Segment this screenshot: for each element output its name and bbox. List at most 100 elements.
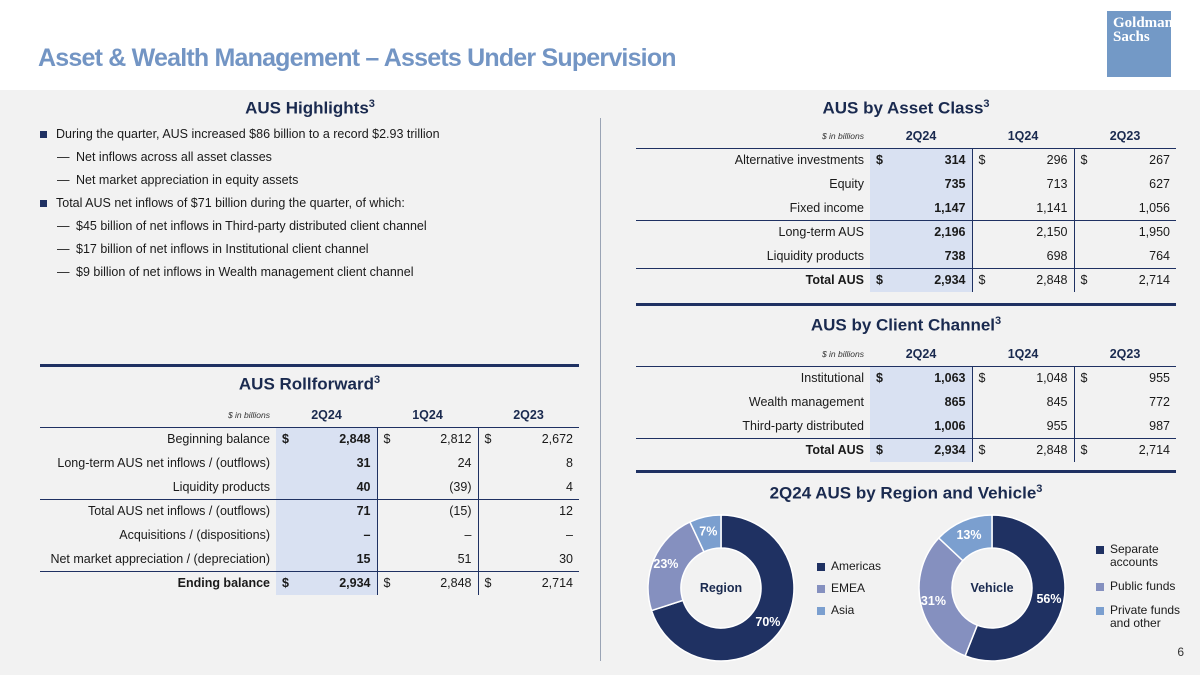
client-channel-table: $ in billions 2Q24 1Q24 2Q23 Institutional $1… bbox=[636, 342, 1176, 462]
legend-swatch bbox=[817, 585, 825, 593]
currency-symbol bbox=[276, 547, 294, 571]
table-row: Fixed income 1,147 1,141 1,056 bbox=[636, 196, 1176, 220]
header: Asset & Wealth Management – Assets Under… bbox=[0, 0, 1200, 90]
row-label: Alternative investments bbox=[734, 153, 864, 168]
row-label: Total AUS net inflows / (outflows) bbox=[40, 498, 276, 523]
sub-bullet-item: $9 billion of net inflows in Wealth mana… bbox=[38, 264, 598, 287]
currency-symbol: $ bbox=[1073, 148, 1092, 172]
table-row: Equity 735 713 627 bbox=[636, 172, 1176, 196]
table-row: Long-term AUS 2,196 2,150 1,950 bbox=[636, 219, 1176, 244]
donut-center-label: Vehicle bbox=[970, 581, 1013, 595]
vehicle-legend: Separate accounts Public funds Private fun… bbox=[1096, 543, 1191, 638]
table-cell: 31 bbox=[294, 451, 377, 475]
table-cell: 1,048 bbox=[1036, 371, 1068, 386]
page-number: 6 bbox=[1177, 645, 1184, 659]
currency-symbol bbox=[477, 547, 496, 571]
table-row: Total AUS $2,934 $2,848 $2,714 bbox=[636, 437, 1176, 462]
column-header: 1Q24 bbox=[972, 342, 1074, 367]
currency-symbol bbox=[971, 172, 990, 196]
currency-symbol bbox=[870, 172, 888, 196]
footnote-marker: 3 bbox=[1036, 483, 1043, 495]
currency-symbol: $ bbox=[971, 148, 990, 172]
table-row: Total AUS $2,934 $2,848 $2,714 bbox=[636, 267, 1176, 292]
currency-symbol: $ bbox=[1073, 267, 1092, 292]
donut-slice-asia bbox=[688, 514, 722, 553]
sub-bullet-item: Net market appreciation in equity assets bbox=[38, 172, 598, 195]
table-cell: 1,006 bbox=[888, 414, 972, 438]
currency-symbol: $ bbox=[870, 148, 888, 172]
column-header: 2Q24 bbox=[276, 403, 377, 428]
data-label: 70% bbox=[755, 615, 780, 629]
currency-symbol bbox=[477, 498, 496, 523]
currency-symbol bbox=[276, 498, 294, 523]
table-cell: 2,848 bbox=[294, 427, 377, 451]
row-label: Liquidity products bbox=[766, 248, 864, 263]
table-cell: 4 bbox=[566, 479, 573, 494]
table-cell: 296 bbox=[1046, 153, 1068, 168]
currency-symbol bbox=[376, 523, 395, 547]
asset-class-table: $ in billions 2Q24 1Q24 2Q23 Alternative inv… bbox=[636, 124, 1176, 292]
table-cell: 24 bbox=[457, 456, 472, 470]
table-header-row: $ in billions 2Q24 1Q24 2Q23 bbox=[636, 342, 1176, 367]
legend-swatch bbox=[1096, 607, 1104, 615]
legend-label: Americas bbox=[831, 559, 882, 573]
row-label: Net market appreciation / (depreciation) bbox=[50, 551, 270, 566]
table-row: Third-party distributed 1,006 955 987 bbox=[636, 414, 1176, 438]
table-cell: 698 bbox=[1046, 248, 1068, 263]
footnote-marker: 3 bbox=[983, 98, 990, 110]
currency-symbol bbox=[870, 196, 888, 220]
row-label: Fixed income bbox=[789, 200, 864, 215]
table-cell: 845 bbox=[1046, 395, 1068, 409]
row-label: Third-party distributed bbox=[742, 418, 864, 433]
row-label: Long-term AUS net inflows / (outflows) bbox=[57, 456, 270, 470]
table-cell: 267 bbox=[1149, 153, 1170, 168]
table-header-row: $ in billions 2Q24 1Q24 2Q23 bbox=[40, 403, 579, 428]
footnote-marker: 3 bbox=[995, 315, 1002, 327]
table-cell: 955 bbox=[1046, 418, 1068, 433]
currency-symbol bbox=[1073, 196, 1092, 220]
table-row: Liquidity products 40 (39) 4 bbox=[40, 475, 579, 499]
currency-symbol bbox=[870, 414, 888, 438]
table-cell: 713 bbox=[1046, 177, 1068, 191]
column-header: 2Q23 bbox=[478, 403, 579, 428]
table-cell: 1,147 bbox=[888, 196, 972, 220]
section-rule bbox=[636, 470, 1176, 473]
column-header: 1Q24 bbox=[972, 124, 1074, 149]
region-donut-chart: 70% 23% 7% Region bbox=[647, 514, 795, 662]
table-cell: 12 bbox=[496, 498, 579, 523]
currency-symbol bbox=[477, 475, 496, 499]
table-cell: 2,934 bbox=[888, 437, 972, 462]
table-cell: 51 bbox=[457, 551, 472, 566]
table-cell: 2,672 bbox=[541, 432, 573, 447]
donut-slice-public-funds bbox=[918, 536, 979, 657]
vehicle-donut-chart: 56% 31% 13% Vehicle bbox=[918, 514, 1066, 662]
vertical-divider bbox=[600, 118, 601, 661]
legend-label: Separate accounts bbox=[1110, 542, 1159, 569]
table-cell: 764 bbox=[1149, 248, 1170, 263]
logo-line-2: Sachs bbox=[1113, 29, 1150, 45]
legend-label: EMEA bbox=[831, 581, 866, 595]
column-header: 1Q24 bbox=[377, 403, 478, 428]
table-cell: 15 bbox=[294, 547, 377, 571]
row-label: Liquidity products bbox=[172, 479, 270, 494]
highlights-bullet-list: During the quarter, AUS increased $86 bi… bbox=[38, 126, 598, 287]
currency-symbol: $ bbox=[376, 570, 395, 595]
currency-symbol bbox=[276, 475, 294, 499]
row-label: Total AUS bbox=[636, 267, 870, 292]
currency-symbol bbox=[971, 219, 990, 244]
currency-symbol bbox=[971, 244, 990, 268]
table-cell: 71 bbox=[294, 498, 377, 523]
row-label: Acquisitions / (dispositions) bbox=[119, 528, 270, 542]
sub-bullet-item: $45 billion of net inflows in Third-part… bbox=[38, 218, 598, 241]
table-cell: 1,056 bbox=[1138, 200, 1170, 215]
table-cell: 2,934 bbox=[294, 570, 377, 595]
table-cell: 2,934 bbox=[888, 267, 972, 292]
table-row: Beginning balance $2,848 $2,812 $2,672 bbox=[40, 427, 579, 451]
bullet-item: During the quarter, AUS increased $86 bi… bbox=[38, 126, 598, 149]
donut-center-label: Region bbox=[700, 581, 742, 595]
table-cell: 2,848 bbox=[395, 570, 478, 595]
legend-swatch bbox=[1096, 546, 1104, 554]
sub-bullet-item: Net inflows across all asset classes bbox=[38, 149, 598, 172]
currency-symbol bbox=[477, 451, 496, 475]
section-rule bbox=[40, 364, 579, 367]
